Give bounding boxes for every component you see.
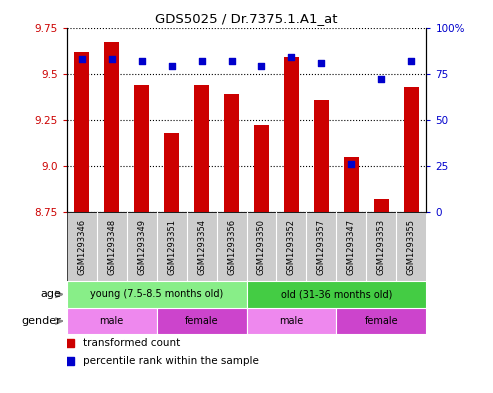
Point [408, 58, 416, 64]
Bar [374, 199, 389, 212]
Text: GSM1293354: GSM1293354 [197, 219, 206, 275]
Text: age: age [41, 289, 62, 299]
Bar [67, 308, 157, 334]
Bar [164, 133, 179, 212]
Text: old (31-36 months old): old (31-36 months old) [281, 289, 392, 299]
Point [138, 58, 145, 64]
Text: GSM1293351: GSM1293351 [167, 219, 176, 275]
Point [257, 63, 265, 70]
Point [168, 63, 176, 70]
Text: GSM1293355: GSM1293355 [407, 219, 416, 275]
Point [378, 76, 386, 83]
Point [228, 58, 236, 64]
Text: female: female [365, 316, 398, 326]
Bar [314, 99, 329, 212]
Bar [336, 308, 426, 334]
Text: male: male [100, 316, 124, 326]
Bar [404, 86, 419, 212]
Text: GSM1293352: GSM1293352 [287, 219, 296, 275]
Bar [284, 57, 299, 212]
Bar [224, 94, 239, 212]
Text: GSM1293346: GSM1293346 [77, 219, 86, 275]
Point [348, 161, 355, 167]
Bar [67, 281, 246, 308]
Text: GSM1293356: GSM1293356 [227, 219, 236, 275]
Text: GSM1293350: GSM1293350 [257, 219, 266, 275]
Bar [194, 85, 209, 212]
Bar [74, 51, 89, 212]
Text: transformed count: transformed count [83, 338, 180, 348]
Point [198, 58, 206, 64]
Text: GSM1293349: GSM1293349 [137, 219, 146, 275]
Point [107, 56, 115, 62]
Bar [134, 85, 149, 212]
Text: GSM1293353: GSM1293353 [377, 219, 386, 275]
Point [287, 54, 295, 60]
Text: GSM1293348: GSM1293348 [107, 219, 116, 275]
Point [317, 59, 325, 66]
Text: male: male [280, 316, 304, 326]
Text: female: female [185, 316, 218, 326]
Bar [104, 42, 119, 212]
Text: young (7.5-8.5 months old): young (7.5-8.5 months old) [90, 289, 223, 299]
Text: gender: gender [22, 316, 62, 326]
Text: GSM1293347: GSM1293347 [347, 219, 356, 275]
Point [77, 56, 85, 62]
Text: GSM1293357: GSM1293357 [317, 219, 326, 275]
Bar [246, 281, 426, 308]
Bar [157, 308, 246, 334]
Bar [254, 125, 269, 212]
Bar [344, 157, 359, 212]
Bar [246, 308, 336, 334]
Title: GDS5025 / Dr.7375.1.A1_at: GDS5025 / Dr.7375.1.A1_at [155, 12, 338, 25]
Text: percentile rank within the sample: percentile rank within the sample [83, 356, 259, 366]
